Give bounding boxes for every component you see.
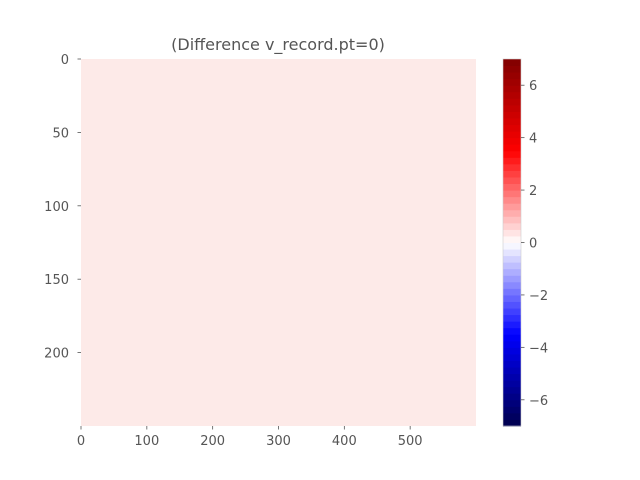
colorbar-tick-label: −2 [529,289,548,304]
colorbar-cell [503,386,521,394]
colorbar-tick-label: 4 [529,132,537,147]
y-tick-label: 0 [61,53,69,68]
colorbar-cell [503,59,521,67]
colorbar-cell [503,314,521,322]
colorbar-tick-label: −6 [529,394,548,409]
colorbar-cell [503,340,521,348]
colorbar-cell [503,406,521,414]
colorbar-cell [503,242,521,250]
colorbar-cell [503,190,521,198]
colorbar-cell [503,249,521,257]
colorbar-cell [503,216,521,224]
colorbar-cell [503,124,521,132]
colorbar-cell [503,399,521,407]
y-tick-label: 150 [44,273,69,288]
colorbar-cell [503,412,521,420]
colorbar-cell [503,117,521,126]
colorbar-cell [503,334,521,342]
colorbar-tick-label: 6 [529,79,537,94]
colorbar-cell [503,255,521,263]
colorbar-cell [503,353,521,361]
y-tick-label: 200 [44,347,69,362]
colorbar-cell [503,281,521,289]
colorbar-cell [503,203,521,211]
colorbar-cell [503,196,521,204]
colorbar-tick-label: 0 [529,237,537,252]
colorbar-cell [503,176,521,185]
y-axis: 0 50 100 150 200 [44,53,81,362]
colorbar-cell [503,347,521,355]
x-tick-label: 0 [77,434,85,449]
colorbar-cell [503,163,521,171]
colorbar-cell [503,262,521,270]
colorbar-tick-label: 2 [529,184,537,199]
colorbar-cell [503,65,521,73]
colorbar-cell [503,78,521,86]
colorbar-cell [503,157,521,165]
colorbar-tick-label: −4 [529,341,548,356]
colorbar-cell [503,235,521,243]
x-tick-label: 300 [266,434,291,449]
colorbar-cell [503,222,521,230]
colorbar-cell [503,131,521,139]
colorbar-cell [503,98,521,106]
heatmap-field [81,59,476,426]
x-tick-label: 200 [200,434,225,449]
x-tick-label: 400 [332,434,357,449]
colorbar-cell [503,360,521,368]
colorbar-cell [503,275,521,283]
colorbar-cell [503,170,521,178]
chart-title: (Difference v_record.pt=0) [171,35,385,55]
colorbar-cell [503,308,521,316]
colorbar-cell [503,380,521,388]
colorbar-cell [503,183,521,191]
colorbar-cell [503,419,521,427]
colorbar-cell [503,321,521,329]
colorbar [503,59,521,427]
colorbar-cell [503,104,521,112]
colorbar-cell [503,367,521,375]
colorbar-cell [503,229,521,237]
colorbar-cell [503,137,521,145]
colorbar-cell [503,373,521,381]
x-tick-label: 500 [398,434,423,449]
colorbar-axis: −6 −4 −2 0 2 4 6 [521,79,548,409]
colorbar-cell [503,393,521,401]
y-tick-label: 100 [44,200,69,215]
colorbar-cell [503,150,521,158]
colorbar-cell [503,91,521,99]
colorbar-cell [503,294,521,302]
colorbar-cell [503,268,521,276]
colorbar-cell [503,72,521,80]
colorbar-cell [503,85,521,93]
colorbar-cell [503,288,521,296]
colorbar-cell [503,327,521,335]
y-tick-label: 50 [52,126,69,141]
colorbar-cell [503,111,521,119]
colorbar-cell [503,144,521,152]
x-axis: 0 100 200 300 400 500 [77,426,423,449]
colorbar-cell [503,209,521,217]
x-tick-label: 100 [134,434,159,449]
colorbar-cell [503,301,521,309]
